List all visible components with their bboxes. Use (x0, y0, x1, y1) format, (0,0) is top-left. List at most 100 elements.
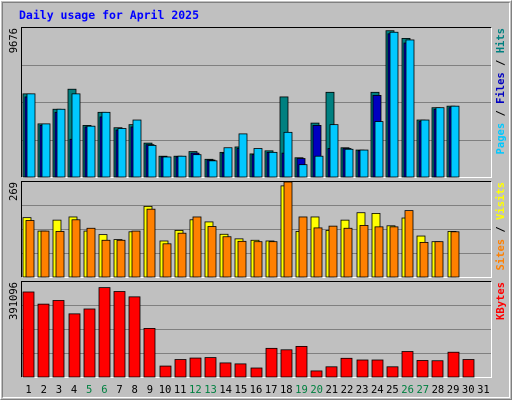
x-tick-label-14: 14 (219, 384, 232, 396)
bar-requests-pages-5 (86, 125, 96, 178)
bar-requests-pages-13 (208, 160, 218, 178)
x-tick-label-8: 8 (132, 384, 138, 396)
panel-border-top-left (21, 281, 492, 378)
legend-part-visits-1: / (495, 220, 507, 239)
x-tick-label-15: 15 (235, 384, 248, 396)
bar-requests-pages-8 (132, 119, 142, 178)
x-axis-labels: 1 2 3 4 5 6 7 8 9 10 11 12 13 14 15 16 17 18 19 20 21 22 23 24 2… (25, 384, 489, 396)
bar-kbytes-kbytes-16 (250, 367, 263, 378)
bar-kbytes-kbytes-8 (128, 296, 141, 378)
x-tick-label-20: 20 (310, 384, 323, 396)
bar-visits-sites-13 (207, 226, 217, 278)
legend-label-kbytes: KBytes (495, 282, 507, 320)
bar-kbytes-kbytes-11 (174, 359, 187, 378)
bar-requests-pages-9 (147, 145, 157, 178)
bar-visits-sites-14 (222, 236, 232, 278)
legend-part-requests-2: Files (495, 72, 507, 104)
bar-kbytes-kbytes-26 (401, 351, 414, 378)
x-tick-label-17: 17 (265, 384, 278, 396)
bar-kbytes-kbytes-3 (52, 300, 65, 378)
bar-kbytes-kbytes-21 (325, 366, 338, 378)
x-tick-label-26: 26 (401, 384, 414, 396)
x-tick-label-7: 7 (116, 384, 122, 396)
bar-requests-pages-17 (268, 151, 278, 178)
legend-label-visits: Sites / Visits (495, 182, 507, 271)
bar-kbytes-kbytes-7 (113, 291, 126, 378)
bar-requests-pages-11 (177, 155, 187, 178)
chart-title: Daily usage for April 2025 (19, 8, 199, 22)
bar-requests-pages-14 (223, 147, 233, 178)
bar-visits-sites-25 (389, 226, 399, 278)
bar-visits-sites-23 (359, 225, 369, 278)
bar-requests-pages-21 (329, 124, 339, 178)
bar-kbytes-kbytes-30 (462, 359, 475, 378)
frame-inner-shadow (2, 2, 510, 398)
bar-visits-sites-29 (450, 231, 460, 278)
x-tick-label-25: 25 (386, 384, 399, 396)
bar-requests-pages-12 (192, 154, 202, 178)
x-tick-label-1: 1 (25, 384, 31, 396)
bar-visits-sites-27 (419, 241, 429, 278)
bar-requests-pages-29 (450, 105, 460, 178)
bar-kbytes-kbytes-24 (371, 359, 384, 378)
bar-requests-pages-23 (359, 149, 369, 178)
bar-visits-sites-11 (177, 232, 187, 278)
x-tick-label-27: 27 (416, 384, 429, 396)
bar-kbytes-kbytes-12 (189, 357, 202, 378)
bar-kbytes-kbytes-22 (340, 357, 353, 378)
bar-kbytes-kbytes-15 (234, 363, 247, 378)
ymax-label-kbytes: 391096 (8, 282, 20, 320)
bar-visits-sites-2 (40, 230, 50, 278)
legend-part-requests-3: / (495, 53, 507, 72)
bar-requests-pages-15 (238, 133, 248, 178)
legend-part-requests-0: Pages (495, 123, 507, 155)
bar-requests-pages-10 (162, 156, 172, 178)
bar-visits-sites-10 (162, 243, 172, 278)
bar-requests-pages-7 (117, 128, 127, 178)
bar-requests-pages-28 (435, 107, 445, 178)
bar-kbytes-kbytes-28 (431, 360, 444, 378)
bar-kbytes-kbytes-14 (219, 362, 232, 378)
chart-panels: 9676 Pages / Files / Hits 269 Sites / Visit… (8, 27, 507, 378)
x-tick-label-29: 29 (447, 384, 460, 396)
bar-requests-pages-26 (405, 39, 415, 178)
bar-kbytes-kbytes-25 (386, 366, 399, 378)
bar-visits-sites-15 (237, 240, 247, 278)
bar-visits-sites-3 (55, 231, 65, 278)
bar-kbytes-kbytes-10 (159, 365, 172, 378)
bar-visits-sites-7 (116, 239, 126, 278)
bar-visits-sites-20 (313, 227, 323, 278)
x-tick-label-9: 9 (147, 384, 153, 396)
x-tick-label-5: 5 (86, 384, 92, 396)
legend-part-visits-0: Sites (495, 239, 507, 271)
bar-requests-pages-6 (101, 111, 111, 178)
bar-requests-pages-4 (71, 93, 81, 178)
bar-visits-sites-28 (434, 241, 444, 278)
legend-part-kbytes-0: KBytes (495, 282, 507, 320)
x-tick-label-30: 30 (462, 384, 475, 396)
bar-visits-sites-24 (374, 226, 384, 278)
bar-requests-pages-24 (374, 121, 384, 178)
bar-visits-sites-4 (71, 219, 81, 278)
legend-part-visits-2: Visits (495, 182, 507, 220)
legend-label-requests: Pages / Files / Hits (495, 28, 507, 154)
bar-kbytes-kbytes-9 (143, 328, 156, 378)
bar-visits-sites-19 (298, 216, 308, 278)
x-tick-label-2: 2 (41, 384, 47, 396)
bar-requests-pages-25 (389, 31, 399, 178)
ymax-label-requests: 9676 (8, 28, 20, 53)
x-tick-label-4: 4 (71, 384, 77, 396)
panel-border-bottom-right (21, 181, 492, 278)
bar-kbytes-kbytes-27 (416, 360, 429, 378)
panel-requests: 9676 Pages / Files / Hits (8, 27, 507, 178)
bar-kbytes-kbytes-6 (98, 287, 111, 378)
x-tick-label-22: 22 (341, 384, 354, 396)
x-tick-label-18: 18 (280, 384, 293, 396)
ymax-label-visits: 269 (8, 182, 20, 201)
x-tick-label-28: 28 (432, 384, 445, 396)
bar-requests-pages-20 (314, 155, 324, 178)
bar-visits-sites-21 (328, 225, 338, 278)
bar-requests-pages-3 (56, 108, 66, 178)
